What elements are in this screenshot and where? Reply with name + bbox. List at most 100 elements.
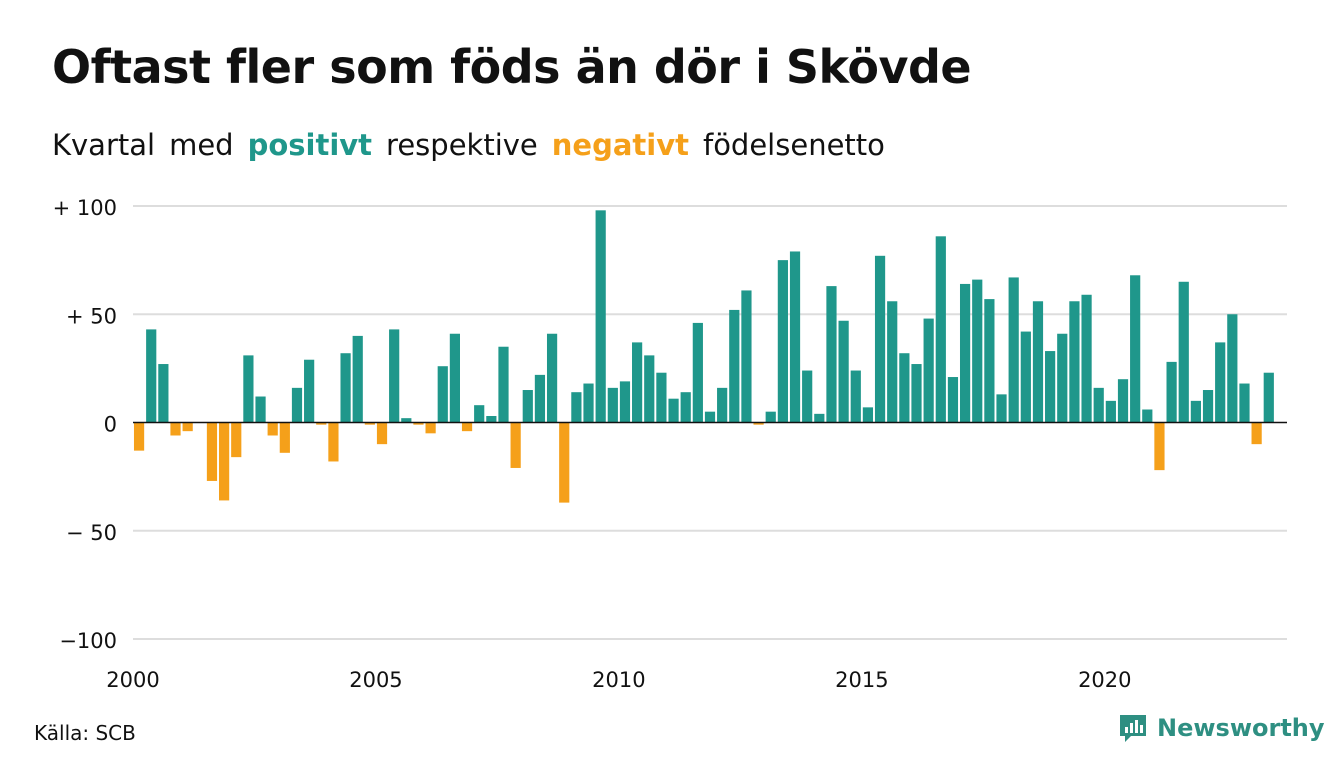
chart-title: Oftast fler som föds än dör i Skövde: [52, 40, 972, 94]
bar-positive: [1239, 383, 1250, 423]
bar-negative: [1251, 422, 1262, 445]
bar-positive: [1117, 379, 1129, 423]
bar-positive: [449, 333, 460, 423]
x-tick-label: 2010: [592, 668, 645, 692]
bar-positive: [1008, 277, 1019, 423]
bar-positive: [668, 398, 679, 423]
bar-positive: [862, 407, 874, 423]
bar-positive: [340, 353, 351, 423]
bar-positive: [607, 387, 618, 423]
bar-positive: [923, 318, 934, 423]
bar-positive: [1178, 281, 1189, 423]
bar-negative: [376, 422, 388, 445]
bar-positive: [1081, 294, 1092, 423]
bar-positive: [959, 283, 971, 423]
bar-positive: [474, 405, 485, 423]
bar-positive: [158, 364, 169, 423]
bar-positive: [1045, 351, 1056, 423]
bar-positive: [729, 309, 740, 423]
bar-positive: [765, 411, 776, 423]
bar-positive: [1069, 301, 1080, 423]
bar-positive: [352, 335, 363, 423]
bar-negative: [133, 422, 145, 451]
bar-positive: [1032, 301, 1044, 423]
bar-positive: [1166, 361, 1177, 423]
bar-positive: [1202, 390, 1214, 423]
subtitle-word: med: [169, 128, 234, 162]
bar-negative: [182, 422, 193, 432]
bar-negative: [231, 422, 242, 458]
x-tick-label: 2005: [349, 668, 402, 692]
bar-negative: [753, 422, 764, 425]
bar-negative: [364, 422, 375, 425]
bar-positive: [595, 210, 606, 423]
subtitle-word: respektive: [386, 128, 538, 162]
y-tick-label: + 100: [53, 196, 117, 220]
bar-positive: [656, 372, 667, 423]
bar-positive: [401, 418, 412, 423]
bar-positive: [1130, 275, 1141, 423]
bar-positive: [437, 366, 448, 423]
bar-positive: [874, 255, 886, 423]
bar-negative: [425, 422, 436, 434]
bar-negative: [559, 422, 570, 503]
bar-positive: [826, 286, 837, 423]
bar-positive: [887, 301, 898, 423]
bar-positive: [1105, 400, 1116, 423]
newsworthy-logo-icon: [1120, 715, 1146, 742]
x-tick-label: 2020: [1078, 668, 1131, 692]
bar-positive: [838, 320, 849, 423]
bar-positive: [741, 290, 752, 423]
bar-negative: [267, 422, 278, 436]
bar-positive: [680, 392, 691, 423]
bar-positive: [498, 346, 509, 423]
bar-positive: [571, 392, 582, 423]
bar-positive: [1142, 409, 1153, 423]
bar-positive: [255, 396, 266, 423]
bar-positive: [814, 413, 825, 423]
bar-positive: [534, 374, 546, 423]
x-tick-label: 2000: [106, 668, 159, 692]
bar-positive: [1057, 333, 1068, 423]
bar-positive: [522, 390, 533, 423]
bar-negative: [219, 422, 230, 501]
subtitle-word: Kvartal: [52, 128, 156, 162]
bar-positive: [243, 355, 254, 423]
bar-positive: [1020, 331, 1031, 423]
bar-positive: [850, 370, 861, 423]
bar-positive: [1093, 387, 1104, 423]
bar-positive: [911, 364, 922, 423]
y-tick-label: + 50: [66, 304, 117, 328]
bar-negative: [206, 422, 218, 481]
bar-negative: [413, 422, 424, 425]
bar-positive: [1215, 342, 1226, 423]
legend-positive: positivt: [247, 128, 373, 162]
chart-subtitle: Kvartal med positivt respektive negativt föde…: [52, 128, 899, 162]
bar-positive: [984, 299, 995, 423]
y-tick-label: 0: [104, 413, 117, 437]
bar-positive: [1263, 372, 1274, 423]
brand-logo: Newsworthy: [1117, 712, 1325, 744]
bar-positive: [777, 260, 788, 423]
bar-positive: [546, 333, 558, 423]
brand-name: Newsworthy: [1157, 714, 1325, 742]
subtitle-word: födelsenetto: [702, 128, 885, 162]
bar-positive: [802, 370, 813, 423]
bar-positive: [632, 342, 643, 423]
bar-positive: [619, 381, 631, 423]
bar-positive: [1227, 314, 1238, 423]
bar-positive: [583, 383, 594, 423]
bar-positive: [486, 416, 497, 423]
bar-positive: [899, 353, 910, 423]
y-tick-label: −100: [59, 629, 117, 653]
bar-positive: [1190, 400, 1201, 423]
bar-positive: [304, 359, 315, 423]
bar-positive: [789, 251, 801, 423]
x-tick-label: 2015: [835, 668, 888, 692]
bar-positive: [717, 387, 728, 423]
bar-positive: [644, 355, 655, 423]
source-label: Källa: SCB: [34, 721, 136, 745]
bar-negative: [461, 422, 473, 432]
bar-positive: [692, 322, 703, 423]
